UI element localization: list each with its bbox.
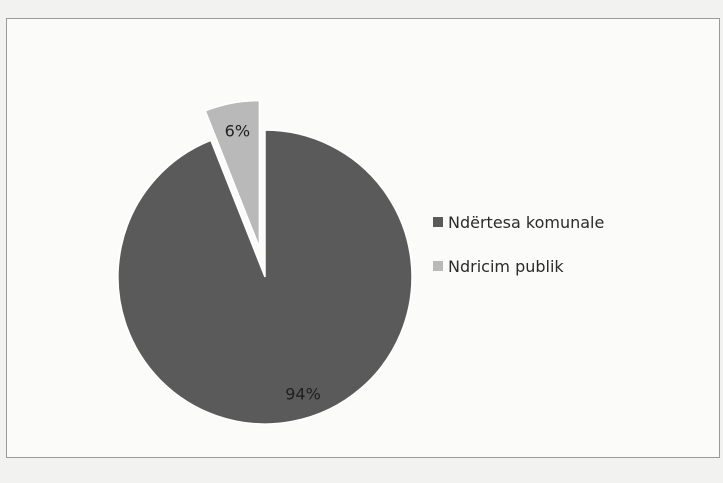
legend-swatch-ndricim-publik	[433, 261, 443, 271]
slice-label-ndertesa-komunale: 94%	[285, 385, 321, 404]
pie-slice-ndricim-publik	[204, 99, 261, 248]
legend-swatch-ndertesa-komunale	[433, 217, 443, 227]
legend-item-ndricim-publik: Ndricim publik	[433, 251, 604, 281]
chart-frame: 94% 6% Ndërtesa komunale Ndricim publik	[6, 18, 720, 458]
pie-chart: 94% 6%	[117, 99, 413, 425]
legend-item-ndertesa-komunale: Ndërtesa komunale	[433, 207, 604, 237]
legend: Ndërtesa komunale Ndricim publik	[433, 207, 604, 295]
pie-slices	[117, 99, 413, 425]
pie-slice-ndertesa-komunale	[117, 129, 413, 425]
slice-label-ndricim-publik: 6%	[225, 122, 250, 141]
pie-slice-labels: 94% 6%	[225, 122, 321, 404]
legend-label-ndertesa-komunale: Ndërtesa komunale	[448, 212, 605, 232]
legend-label-ndricim-publik: Ndricim publik	[448, 256, 564, 276]
